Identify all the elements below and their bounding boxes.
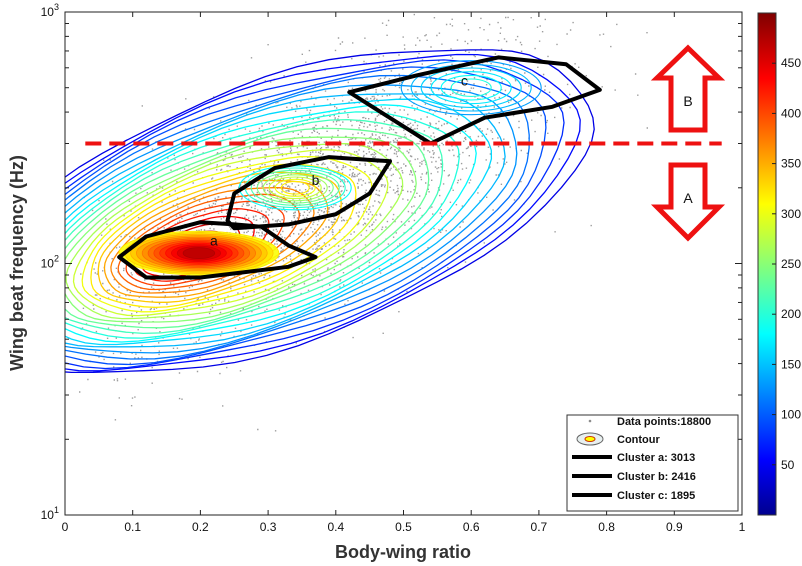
colorbar-tick-label: 100: [781, 408, 801, 422]
cluster-c-label: c: [461, 73, 468, 89]
x-tick-label: 0.9: [666, 520, 683, 534]
region-B-arrow: [650, 44, 726, 133]
density-lobe-ring: [430, 71, 512, 105]
density-lobe-ring: [250, 169, 340, 206]
colorbar-tick-label: 400: [781, 106, 801, 120]
density-lobe-ring: [268, 176, 322, 200]
contour-line: [65, 49, 595, 374]
contour-line: [81, 155, 373, 313]
contour-line: [65, 66, 547, 366]
region-A-label: A: [683, 190, 693, 206]
legend-entry-label: Contour: [617, 434, 660, 446]
x-tick-label: 0: [62, 520, 69, 534]
x-tick-label: 0.3: [260, 520, 277, 534]
contour-line: [90, 163, 357, 309]
density-contours: [65, 49, 595, 374]
density-lobe-ring: [262, 174, 328, 202]
x-tick-label: 0.8: [598, 520, 615, 534]
x-axis-label: Body-wing ratio: [335, 542, 471, 562]
contour-line: [65, 74, 530, 360]
region-arrows: BA: [650, 44, 726, 242]
density-lobe-ring: [440, 74, 502, 101]
density-lobe-ring: [420, 67, 522, 108]
legend: Data points:18800 Contour Cluster a: 3013 C…: [566, 414, 739, 512]
contour-line: [65, 104, 477, 343]
x-tick-label: 0.2: [192, 520, 209, 534]
contour-line: [65, 118, 444, 335]
y-tick-label: 103: [41, 2, 59, 19]
colorbar-tick-label: 350: [781, 157, 801, 171]
legend-contour-core: [584, 436, 596, 442]
cluster-b-boundary: [225, 155, 392, 231]
colorbar-tick-label: 200: [781, 307, 801, 321]
contour-line: [72, 149, 389, 317]
contour-line: [65, 111, 460, 339]
region-B-label: B: [683, 93, 692, 109]
density-lobe-ring: [400, 60, 542, 116]
legend-entry-label: Cluster b: 2416: [617, 471, 696, 483]
density-lobe-ring: [274, 178, 316, 197]
contour-line: [65, 136, 417, 323]
cluster-c-boundary: [347, 55, 602, 146]
y-tick-label: 101: [41, 505, 59, 522]
x-tick-label: 1: [739, 520, 746, 534]
density-lobe-ring: [450, 78, 492, 97]
cluster-b-label: b: [312, 172, 320, 188]
contour-line: [65, 53, 581, 372]
x-tick-label: 0.4: [327, 520, 344, 534]
x-tick-label: 0.1: [124, 520, 141, 534]
y-tick-label: 102: [41, 254, 59, 271]
y-axis-ticks: 101 102 103: [41, 2, 742, 522]
contour-line: [65, 59, 565, 370]
plot-area: [65, 13, 648, 432]
legend-points-swatch: [588, 419, 592, 423]
colorbar-tick-label: 150: [781, 357, 801, 371]
legend-entry-label: Data points:18800: [617, 416, 711, 428]
cluster-labels: a b c: [210, 73, 468, 249]
contour-line: [65, 84, 518, 354]
colorbar-ticks: 50 100 150 200 250 300 350 400 450: [772, 56, 801, 472]
cluster-a-label: a: [210, 232, 218, 248]
region-A-arrow: [650, 162, 726, 242]
x-tick-label: 0.6: [463, 520, 480, 534]
density-lobe-ring: [280, 180, 310, 195]
contour-line: [65, 98, 493, 346]
colorbar-tick-label: 450: [781, 56, 801, 70]
x-tick-label: 0.5: [395, 520, 412, 534]
x-tick-label: 0.7: [531, 520, 548, 534]
x-axis-ticks: 0 0.1 0.2 0.3 0.4 0.5 0.6 0.7 0.8 0.9 1: [62, 12, 746, 534]
cluster-boundaries: [117, 55, 602, 280]
legend-entry-label: Cluster c: 1895: [617, 490, 695, 502]
density-lobe-ring: [256, 171, 334, 204]
colorbar-tick-label: 50: [781, 458, 795, 472]
legend-entry-label: Cluster a: 3013: [617, 452, 695, 464]
y-axis-label: Wing beat frequency (Hz): [7, 155, 27, 371]
colorbar-tick-label: 250: [781, 257, 801, 271]
colorbar-tick-label: 300: [781, 207, 801, 221]
contour-line: [65, 127, 430, 329]
density-core-ring: [182, 247, 216, 260]
colorbar: 50 100 150 200 250 300 350 400 450: [757, 12, 801, 516]
